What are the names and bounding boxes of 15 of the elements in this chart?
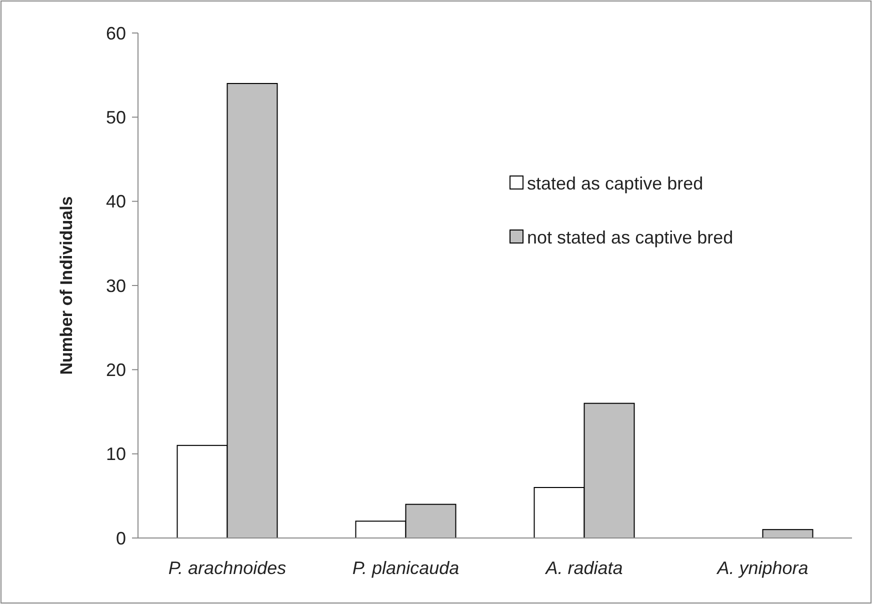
legend-label: not stated as captive bred xyxy=(527,227,734,248)
x-tick-label: P. planicauda xyxy=(352,558,460,578)
x-tick-label: A. radiata xyxy=(544,558,623,578)
y-tick-label: 50 xyxy=(106,107,126,128)
y-tick-label: 0 xyxy=(116,528,126,548)
bar xyxy=(762,529,814,538)
x-tick-label: P. arachnoides xyxy=(168,558,286,578)
y-tick-label: 60 xyxy=(106,23,126,44)
y-tick-label: 40 xyxy=(106,192,126,212)
y-tick-label: 20 xyxy=(106,360,126,380)
y-axis-title: Number of Individuals xyxy=(57,196,76,375)
y-tick-label: 30 xyxy=(106,276,126,296)
y-tick-label: 10 xyxy=(106,444,126,464)
x-tick-label: A. yniphora xyxy=(716,558,808,578)
legend-label: stated as captive bred xyxy=(527,173,704,194)
